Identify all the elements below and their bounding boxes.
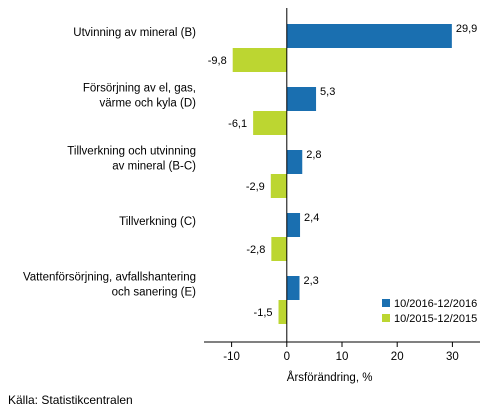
x-tick-label: -10 [223, 351, 240, 363]
data-label: -9,8 [208, 55, 227, 67]
bar-series1-4 [286, 276, 300, 300]
data-label: 2,3 [303, 275, 318, 287]
bar-series1-3 [286, 213, 301, 237]
category-label: värme och kyla (D) [100, 98, 197, 110]
category-label: och sanering (E) [112, 287, 197, 299]
legend-swatch [382, 299, 390, 307]
bar-series2-3 [271, 237, 287, 261]
x-tick-label: 20 [391, 351, 404, 363]
bar-series2-0 [232, 48, 287, 72]
data-label: -2,8 [246, 244, 265, 256]
legend-label: 10/2016-12/2016 [394, 298, 477, 310]
source-note: Källa: Statistikcentralen [8, 393, 133, 407]
category-label: Tillverkning och utvinning [67, 146, 196, 158]
data-label: -6,1 [228, 118, 247, 130]
legend-swatch [382, 314, 390, 322]
bar-series2-1 [253, 111, 287, 135]
data-label: 2,8 [306, 149, 321, 161]
x-tick-label: 30 [446, 351, 459, 363]
data-label: 2,4 [304, 212, 319, 224]
legend-label: 10/2015-12/2015 [394, 313, 477, 325]
data-label: 5,3 [320, 86, 335, 98]
data-label: 29,9 [456, 23, 477, 35]
x-tick-label: 0 [284, 351, 290, 363]
x-axis-title: Årsförändring, % [287, 371, 373, 384]
bar-series2-4 [278, 300, 287, 324]
bar-series2-2 [270, 174, 287, 198]
bar-series1-0 [286, 24, 452, 48]
category-label: Utvinning av mineral (B) [73, 27, 196, 39]
bar-series1-2 [286, 150, 303, 174]
category-label: av mineral (B-C) [112, 161, 196, 173]
bar-series1-1 [286, 87, 317, 111]
category-label: Försörjning av el, gas, [83, 83, 196, 95]
data-label: -1,5 [254, 307, 273, 319]
data-label: -2,9 [246, 181, 265, 193]
category-label: Vattenförsörjning, avfallshantering [23, 272, 196, 284]
category-label: Tillverkning (C) [119, 216, 196, 228]
x-tick-label: 10 [336, 351, 349, 363]
